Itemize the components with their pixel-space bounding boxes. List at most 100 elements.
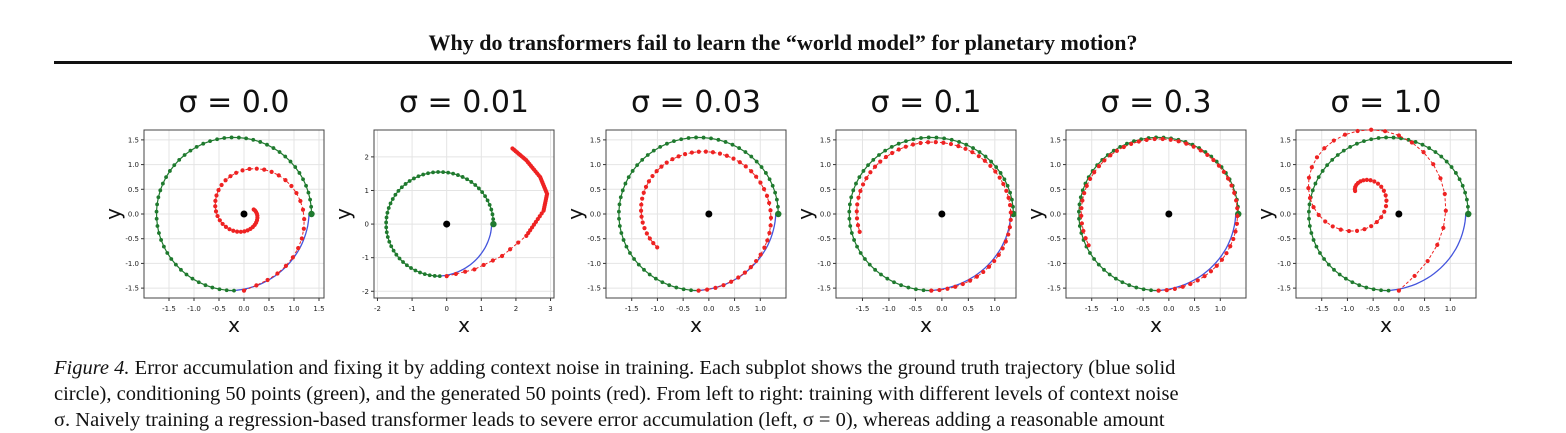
generated-point <box>220 221 225 227</box>
generated-point <box>516 240 521 245</box>
conditioning-point <box>919 136 923 140</box>
generated-point <box>1003 239 1008 244</box>
conditioning-point <box>1118 144 1123 149</box>
generated-point <box>275 271 280 276</box>
generated-point <box>1084 183 1089 188</box>
generated-point <box>767 200 772 206</box>
conditioning-point <box>892 280 896 285</box>
generated-point <box>1342 132 1348 137</box>
conditioning-point <box>773 190 778 195</box>
generated-point <box>647 236 652 241</box>
conditioning-point <box>483 194 487 199</box>
y-tick-label: 0 <box>365 221 369 229</box>
generated-point <box>768 223 773 228</box>
generated-point <box>1384 198 1389 203</box>
conditioning-point <box>491 217 496 222</box>
x-tick-label: -1 <box>409 305 416 313</box>
generated-point <box>646 179 652 184</box>
generated-point <box>228 174 233 179</box>
conditioning-point <box>427 273 432 278</box>
y-tick-label: 1.5 <box>820 136 831 144</box>
conditioning-point <box>1386 288 1391 293</box>
conditioning-point <box>1420 142 1425 147</box>
generated-point <box>1216 163 1222 168</box>
conditioning-point <box>1107 272 1112 277</box>
generated-point <box>1228 244 1233 249</box>
generated-point <box>1381 188 1386 193</box>
conditioning-point <box>694 135 698 140</box>
generated-point <box>1372 179 1377 184</box>
y-tick-label: 0.0 <box>1050 211 1061 219</box>
generated-point <box>290 255 295 260</box>
conditioning-point <box>624 244 629 249</box>
conditioning-point <box>617 216 621 221</box>
generated-point <box>1086 243 1091 248</box>
y-tick-label: -1.0 <box>587 260 601 268</box>
conditioning-point <box>172 163 177 168</box>
conditioning-point <box>904 139 908 144</box>
x-tick-label: 1 <box>479 305 483 313</box>
central-body-point <box>705 210 713 218</box>
x-axis-label: x <box>458 313 470 337</box>
conditioning-point <box>857 175 862 180</box>
conditioning-point <box>179 267 183 272</box>
conditioning-point <box>1113 276 1118 281</box>
conditioning-point <box>156 195 161 200</box>
conditioning-point <box>1096 262 1101 267</box>
conditioning-point <box>989 159 994 164</box>
conditioning-point <box>1444 159 1449 164</box>
conditioning-point <box>623 181 628 186</box>
generated-point <box>247 166 252 172</box>
conditioning-point <box>1326 262 1331 267</box>
generated-point <box>1224 251 1229 256</box>
conditioning-point <box>388 201 393 206</box>
generated-point <box>1007 225 1012 230</box>
generated-point <box>1225 176 1231 181</box>
conditioning-point <box>1427 146 1432 150</box>
x-tick-label: -1.0 <box>187 305 201 313</box>
generated-point <box>670 157 675 162</box>
subplot-6: σ = 1.0 -1.5 -1.0 -0.5 0.0 0.5 1.0 -1.5 -1.0 -0.5… <box>1253 80 1488 340</box>
x-tick-label: -1.0 <box>1341 305 1355 313</box>
y-tick-label: -1.0 <box>125 260 139 268</box>
generated-point <box>742 270 748 275</box>
generated-point <box>654 169 659 174</box>
conditioning-point <box>1348 144 1353 149</box>
y-tick-label: -0.5 <box>125 235 139 243</box>
conditioning-point <box>232 288 236 293</box>
generated-point <box>1331 138 1336 143</box>
conditioning-point <box>1311 238 1316 242</box>
conditioning-point <box>1391 135 1396 140</box>
generated-point <box>490 258 495 263</box>
y-tick-label: -1 <box>362 254 369 262</box>
conditioning-point <box>964 142 969 147</box>
generated-point <box>1211 157 1216 163</box>
y-axis-label: y <box>793 208 817 220</box>
conditioning-point <box>306 190 311 195</box>
conditioning-point <box>1413 140 1418 144</box>
conditioning-point <box>157 231 161 235</box>
subplot-svg: σ = 0.01 -2 -1 0 1 2 3 -2 -1 0 1 2 x y <box>331 85 555 337</box>
generated-point <box>696 149 701 154</box>
conditioning-point <box>1318 251 1322 255</box>
generated-point <box>1364 177 1369 182</box>
x-axis-label: x <box>1380 313 1392 337</box>
generated-point <box>765 238 770 243</box>
conditioning-point <box>628 251 632 255</box>
generated-point <box>1383 193 1388 198</box>
conditioning-point <box>401 260 405 264</box>
generated-point <box>1311 205 1316 210</box>
y-tick-label: 1.5 <box>128 136 139 144</box>
generated-point <box>1180 284 1185 289</box>
generated-point <box>878 159 883 164</box>
x-tick-label: 0.5 <box>729 305 740 313</box>
subplot-title: σ = 0.01 <box>399 85 529 120</box>
generated-point <box>1136 139 1141 144</box>
y-tick-label: 0.0 <box>590 211 601 219</box>
generated-point <box>655 245 660 250</box>
generated-point <box>1079 206 1084 211</box>
conditioning-point <box>1214 159 1219 164</box>
conditioning-point <box>394 252 399 257</box>
generated-point <box>659 164 664 169</box>
conditioning-point <box>645 153 650 157</box>
